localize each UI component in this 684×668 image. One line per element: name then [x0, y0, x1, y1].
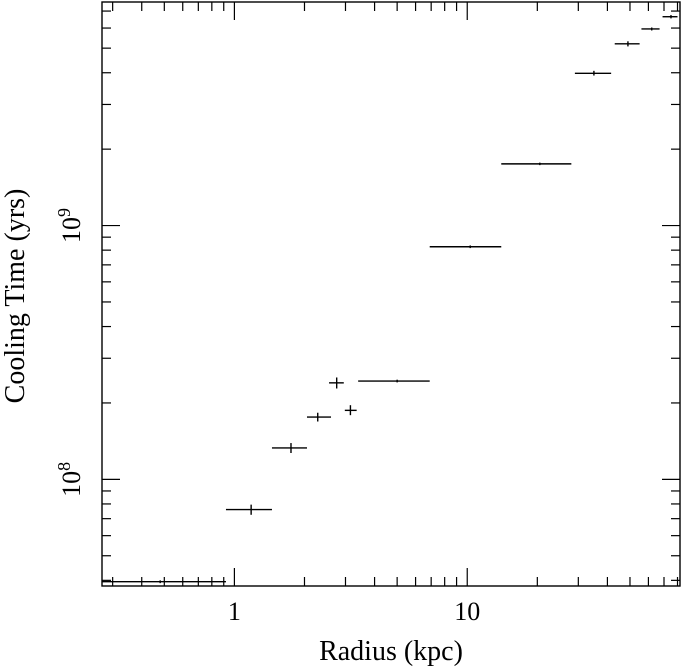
x-axis-ticks [112, 2, 679, 586]
y-axis-title: Cooling Time (yrs) [0, 189, 31, 404]
data-point [102, 580, 226, 584]
data-point [641, 27, 660, 31]
x-axis-title: Radius (kpc) [319, 636, 463, 667]
x-axis-tick-labels: 1 10 [228, 597, 480, 626]
data-point [662, 15, 678, 19]
y-axis-ticks [102, 10, 680, 581]
data-point [501, 162, 572, 166]
data-point [329, 377, 344, 389]
data-point [344, 405, 357, 416]
data-point [574, 70, 612, 76]
y-tick-label: 108 [54, 462, 86, 497]
plot-frame [101, 1, 681, 587]
data-point [306, 412, 332, 422]
data-point [271, 443, 307, 454]
x-tick-label: 1 [228, 597, 241, 626]
data-point [614, 41, 640, 47]
y-tick-label: 109 [54, 208, 86, 243]
x-tick-label: 10 [454, 597, 480, 626]
data-points [102, 15, 678, 584]
data-point [358, 379, 430, 383]
y-axis-tick-labels: 108 109 [54, 208, 86, 497]
data-point [429, 245, 502, 249]
data-point [225, 504, 272, 515]
